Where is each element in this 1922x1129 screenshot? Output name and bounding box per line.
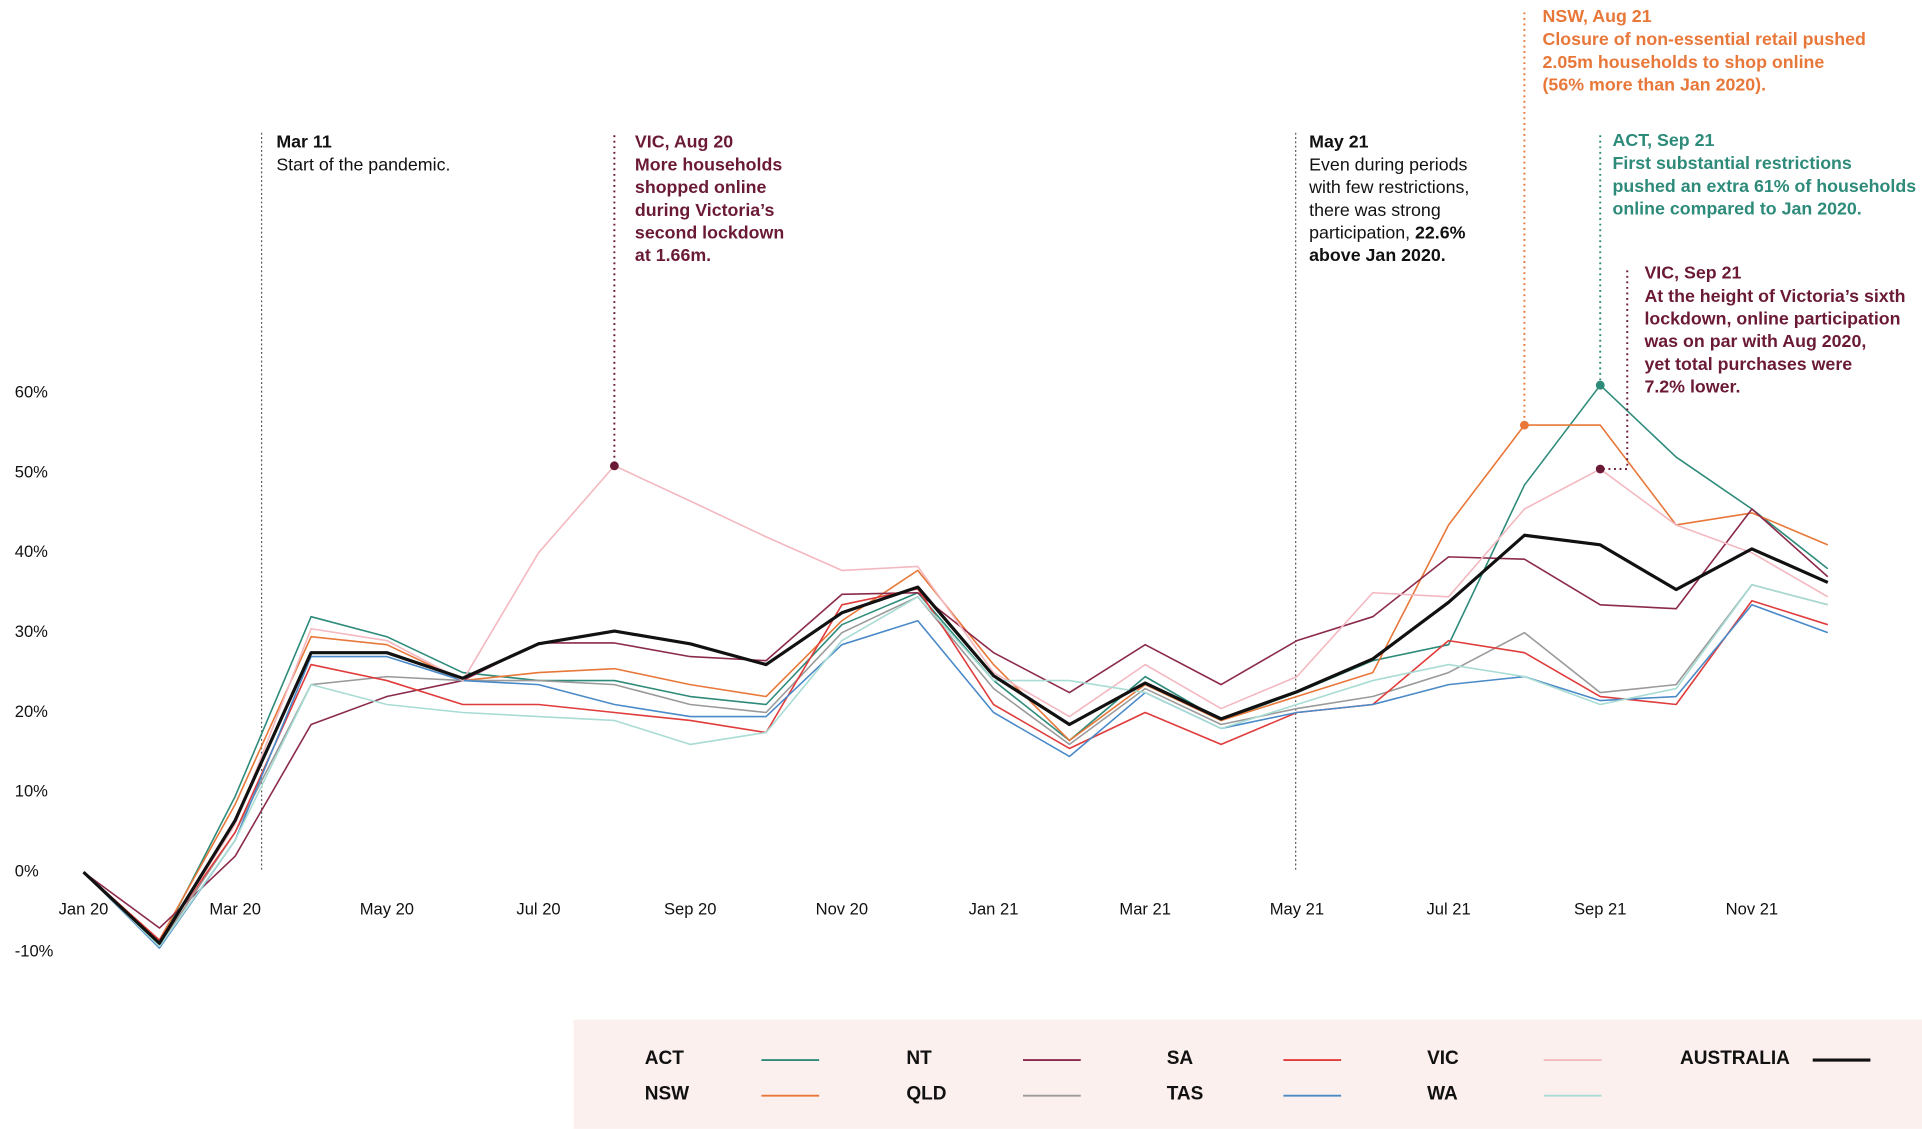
x-tick-label: Jan 21 (969, 900, 1019, 919)
annotation-title: ACT, Sep 21 (1613, 130, 1715, 150)
annotation-text: First substantial restrictions (1613, 153, 1852, 173)
annotation-span: yet total purchases were (1644, 354, 1852, 374)
annotation-span: during Victoria’s (635, 200, 775, 220)
x-tick-label: Mar 21 (1119, 900, 1171, 919)
y-tick-label: 40% (15, 542, 48, 561)
annotation-point (609, 461, 619, 471)
annotation-text: with few restrictions, (1308, 177, 1469, 197)
annotation-span: 2.05m households to shop online (1543, 52, 1825, 72)
annotation-title: Mar 11 (276, 131, 332, 151)
annotation-text: at 1.66m. (635, 245, 711, 265)
series-line (82, 603, 1829, 949)
legend-label: AUSTRALIA (1680, 1048, 1790, 1069)
y-tick-label: 60% (15, 383, 48, 402)
annotation-title: VIC, Aug 20 (635, 131, 733, 151)
annotation-text: during Victoria’s (635, 200, 775, 220)
annotation-text: yet total purchases were (1644, 354, 1852, 374)
annotation-span: (56% more than Jan 2020). (1543, 74, 1767, 94)
x-tick-label: May 20 (360, 900, 414, 919)
y-tick-label: -10% (15, 941, 54, 960)
annotation-title: VIC, Sep 21 (1644, 263, 1741, 283)
annotation-span: there was strong (1309, 200, 1441, 220)
legend-label: VIC (1427, 1048, 1459, 1069)
x-tick-label: Sep 21 (1574, 900, 1627, 919)
annotation-span: with few restrictions, (1308, 177, 1469, 197)
annotation-span: pushed an extra (1613, 176, 1754, 196)
annotation-span: of households (1790, 176, 1917, 196)
annotation-text: shopped online (635, 177, 767, 197)
annotation-title: May 21 (1309, 131, 1368, 151)
y-tick-label: 20% (15, 702, 48, 721)
annotation-text: Closure of non-essential retail pushed (1543, 29, 1866, 49)
y-tick-label: 10% (15, 782, 48, 801)
x-tick-label: May 21 (1270, 900, 1324, 919)
legend-label: TAS (1167, 1083, 1204, 1104)
annotation-span: at (635, 245, 656, 265)
legend-label: SA (1167, 1048, 1194, 1069)
annotation-span: lockdown, online participation (1644, 308, 1900, 328)
legend-box (573, 1019, 1922, 1129)
annotation-point (1519, 420, 1529, 430)
series-line (82, 588, 1829, 941)
x-tick-label: Mar 20 (209, 900, 261, 919)
legend-label: NT (906, 1048, 932, 1069)
series-line (82, 424, 1829, 941)
annotation-span: online compared to Jan 2020. (1613, 198, 1862, 218)
series-line (82, 464, 1829, 945)
annotation-span: shopped online (635, 177, 767, 197)
legend-label: WA (1427, 1083, 1458, 1104)
x-tick-label: Nov 20 (816, 900, 868, 919)
x-tick-label: Nov 21 (1726, 900, 1778, 919)
annotation-span: 22.6% (1415, 222, 1466, 242)
annotation-text: Even during periods (1309, 154, 1467, 174)
y-tick-label: 50% (15, 462, 48, 481)
annotation-text: second lockdown (635, 222, 784, 242)
annotation-leader (1600, 270, 1629, 470)
legend-label: QLD (906, 1083, 946, 1104)
series-line (82, 583, 1829, 948)
annotation-text: was on par with Aug 2020, (1643, 331, 1866, 351)
annotation-span: 61% (1754, 176, 1790, 196)
annotation-span: Start of the pandemic. (276, 154, 450, 174)
annotation-point (1595, 380, 1605, 390)
y-tick-label: 30% (15, 622, 48, 641)
x-tick-label: Jul 21 (1426, 900, 1470, 919)
annotation-text: there was strong (1309, 200, 1441, 220)
annotation-span: above Jan 2020. (1309, 245, 1446, 265)
x-tick-label: Jul 20 (516, 900, 560, 919)
annotation-span: 7.2% lower. (1644, 376, 1740, 396)
legend-label: NSW (645, 1083, 689, 1104)
series-line (82, 533, 1829, 945)
annotation-span: second lockdown (635, 222, 784, 242)
annotation-text: pushed an extra 61% of households (1613, 176, 1917, 196)
annotation-text: At the height of Victoria’s sixth (1644, 285, 1905, 305)
annotation-text: More households (635, 154, 782, 174)
annotation-span: More households (635, 154, 782, 174)
annotation-text: Start of the pandemic. (276, 154, 450, 174)
annotation-span: Closure of non-essential retail pushed (1543, 29, 1866, 49)
annotation-text: lockdown, online participation (1644, 308, 1900, 328)
annotation-text: 2.05m households to shop online (1543, 52, 1825, 72)
annotation-text: above Jan 2020. (1309, 245, 1446, 265)
annotation-text: online compared to Jan 2020. (1613, 198, 1862, 218)
annotation-text: participation, 22.6% (1309, 222, 1465, 242)
x-tick-label: Sep 20 (664, 900, 716, 919)
annotation-text: 7.2% lower. (1644, 376, 1740, 396)
annotation-span: participation, (1309, 222, 1415, 242)
annotation-point (1595, 464, 1605, 474)
y-tick-label: 0% (15, 862, 39, 881)
series-line (83, 508, 1829, 929)
annotation-title: NSW, Aug 21 (1543, 6, 1652, 26)
annotation-span: 1.66m. (656, 245, 711, 265)
annotation-text: (56% more than Jan 2020). (1543, 74, 1767, 94)
annotation-span: At the height of Victoria’s sixth (1644, 285, 1905, 305)
annotation-span: First substantial restrictions (1613, 153, 1852, 173)
annotation-span: Even during periods (1309, 154, 1467, 174)
annotation-span: was on par with Aug 2020, (1643, 331, 1866, 351)
series-line (82, 384, 1829, 945)
legend-label: ACT (645, 1048, 684, 1069)
x-tick-label: Jan 20 (59, 900, 109, 919)
